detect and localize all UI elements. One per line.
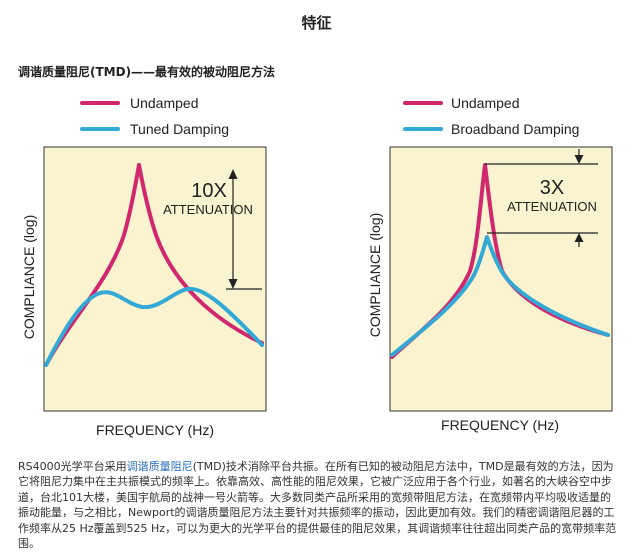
right-annotation-text: ATTENUATION xyxy=(507,199,597,214)
right-legend-damped: Broadband Damping xyxy=(451,121,579,137)
right-arrow-top-head xyxy=(574,155,584,164)
tmd-link[interactable]: 调谐质量阻尼 xyxy=(126,460,193,473)
left-damped-curve xyxy=(44,286,264,367)
right-ylabel: COMPLIANCE (log) xyxy=(367,213,383,337)
right-legend-undamped: Undamped xyxy=(451,95,520,111)
right-arrow-bottom-head xyxy=(574,233,584,242)
page-title: 特征 xyxy=(301,14,332,32)
compliance-figures: Undamped Tuned Damping 10X ATTENUATION C… xyxy=(21,95,613,438)
left-ylabel: COMPLIANCE (log) xyxy=(21,215,37,339)
left-annotation-text: ATTENUATION xyxy=(163,202,253,217)
description-text-2: (TMD)技术消除平台共振。在所有已知的被动阻尼方法中，TMD是最有效的方法，因… xyxy=(18,460,617,551)
left-arrow-down-head xyxy=(228,279,238,289)
left-xlabel: FREQUENCY (Hz) xyxy=(96,422,214,438)
right-xlabel: FREQUENCY (Hz) xyxy=(441,417,559,433)
left-chart: Undamped Tuned Damping 10X ATTENUATION C… xyxy=(21,95,267,438)
left-annotation-value: 10X xyxy=(191,180,227,202)
left-legend-damped: Tuned Damping xyxy=(130,121,229,137)
right-chart: Undamped Broadband Damping 3X ATTENUATIO… xyxy=(367,95,613,433)
left-legend-undamped: Undamped xyxy=(130,95,199,111)
description-paragraph: RS4000光学平台采用调谐质量阻尼(TMD)技术消除平台共振。在所有已知的被动… xyxy=(18,459,618,551)
description-text-1: RS4000光学平台采用 xyxy=(18,460,127,473)
right-damped-curve xyxy=(390,235,610,357)
left-arrow-up-head xyxy=(228,169,238,179)
right-annotation-value: 3X xyxy=(540,177,564,199)
right-plot-area xyxy=(389,146,613,412)
section-subtitle: 调谐质量阻尼(TMD)——最有效的被动阻尼方法 xyxy=(18,65,276,79)
